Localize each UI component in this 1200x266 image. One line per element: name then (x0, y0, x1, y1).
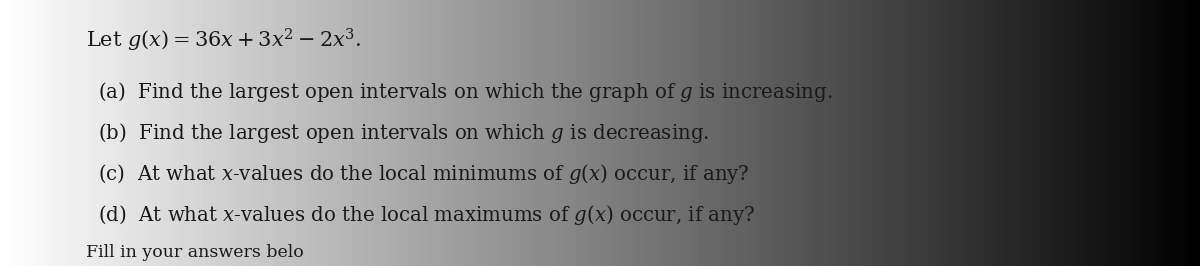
Text: (b)  Find the largest open intervals on which $g$ is decreasing.: (b) Find the largest open intervals on w… (98, 121, 709, 145)
Text: (c)  At what $x$-values do the local minimums of $g(x)$ occur, if any?: (c) At what $x$-values do the local mini… (98, 162, 750, 186)
Text: Fill in your answers belo: Fill in your answers belo (86, 244, 304, 261)
Text: (a)  Find the largest open intervals on which the graph of $g$ is increasing.: (a) Find the largest open intervals on w… (98, 80, 833, 104)
Text: (d)  At what $x$-values do the local maximums of $g(x)$ occur, if any?: (d) At what $x$-values do the local maxi… (98, 203, 756, 227)
Text: Let $g(x)= 36x + 3x^2 - 2x^3$.: Let $g(x)= 36x + 3x^2 - 2x^3$. (86, 27, 362, 54)
